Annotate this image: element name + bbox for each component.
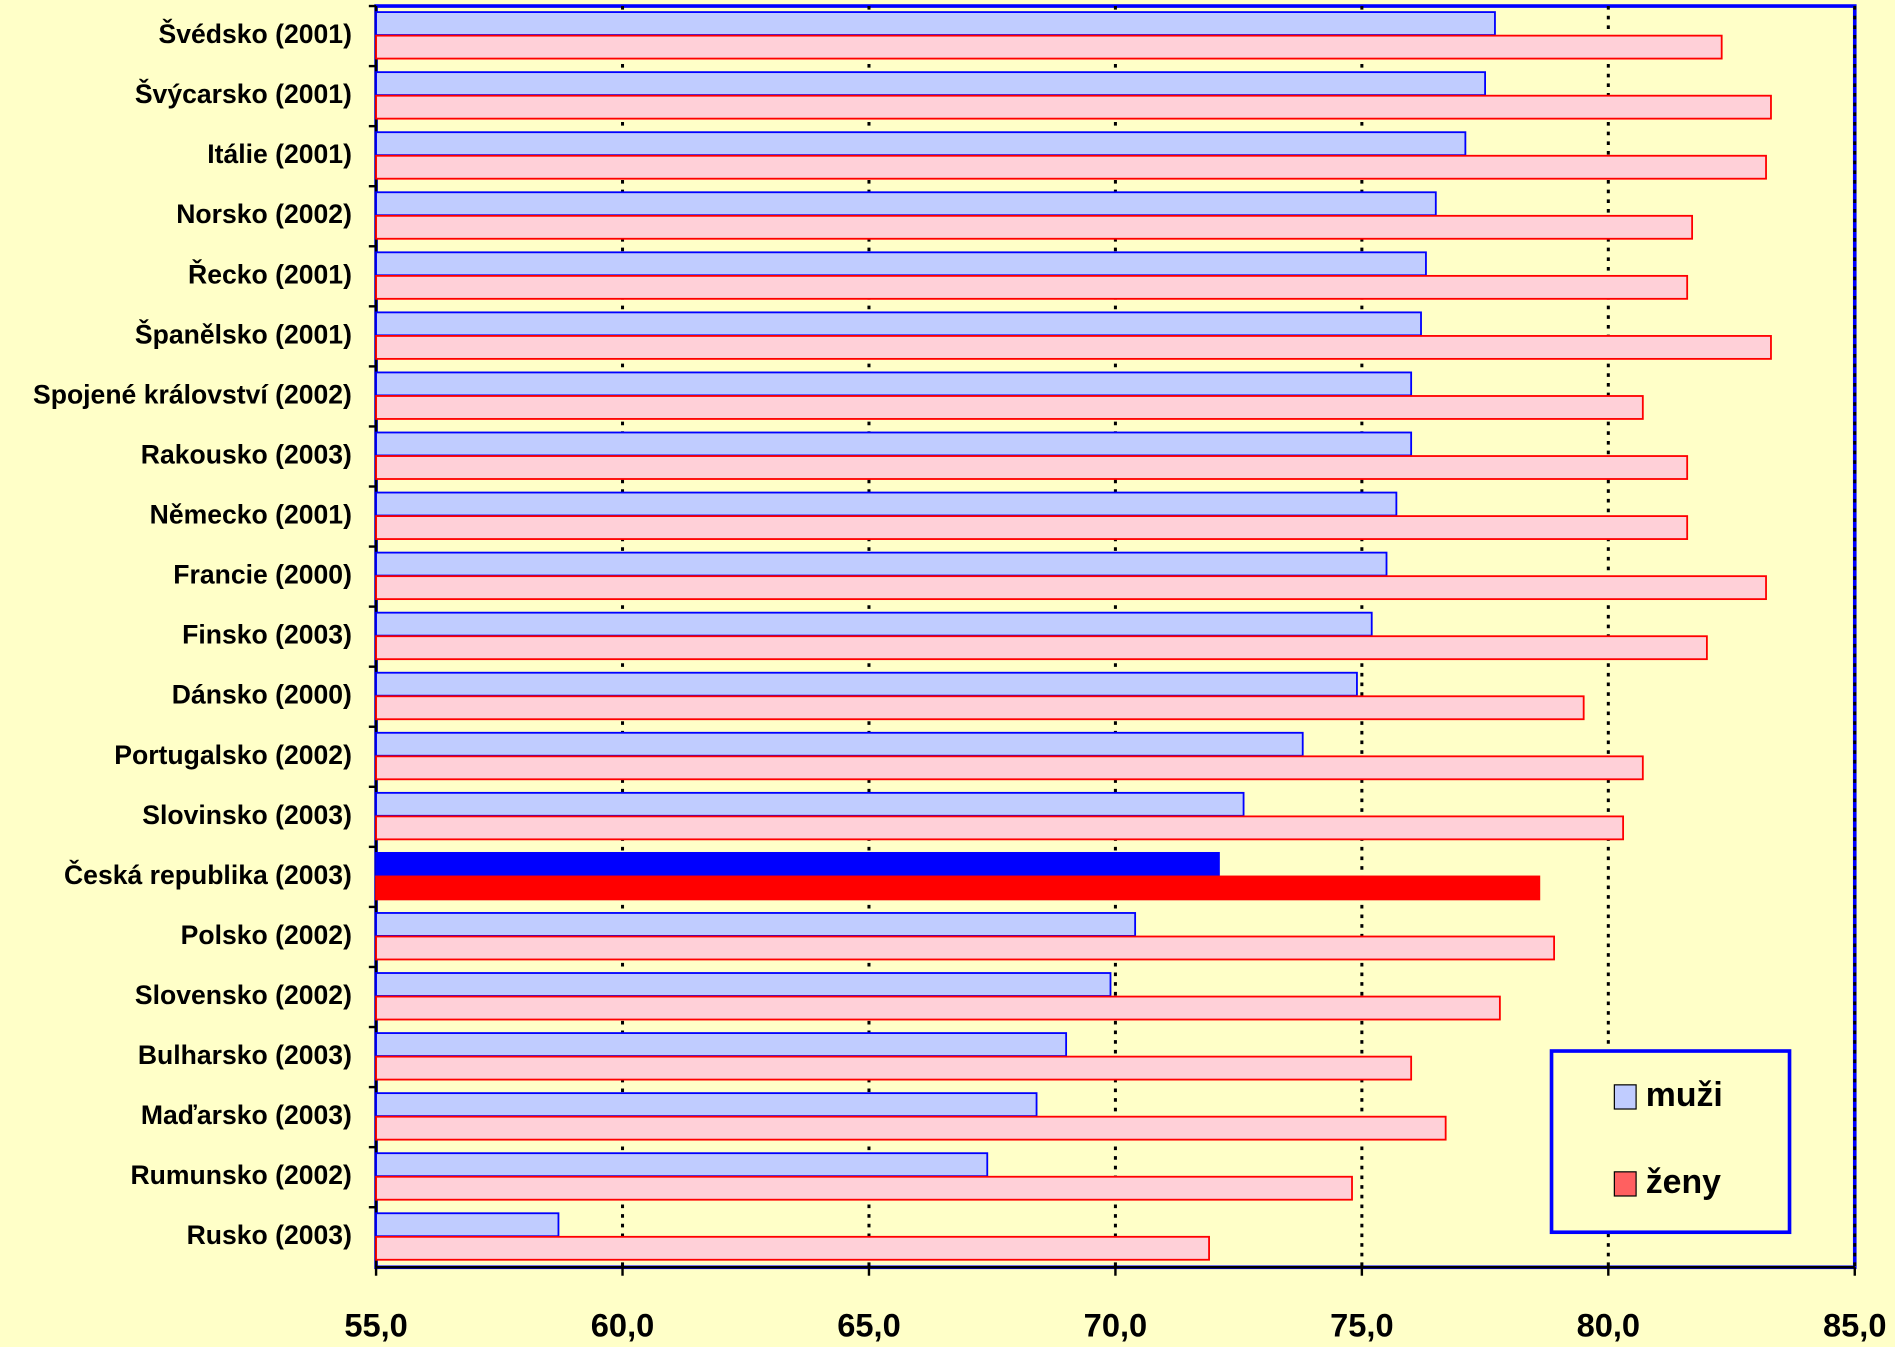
y-tick-label: Maďarsko (2003): [141, 1100, 352, 1130]
y-tick-label: Rusko (2003): [187, 1220, 352, 1250]
y-tick-label: Česká republika (2003): [64, 860, 352, 890]
bar: [375, 94, 1772, 120]
bar: [375, 335, 1772, 360]
x-tick-label: 70,0: [1084, 1306, 1147, 1343]
bar: [375, 1212, 560, 1238]
y-tick-label: Dánsko (2000): [172, 680, 352, 710]
y-tick-label: Německo (2001): [150, 500, 352, 530]
legend-swatch: [1613, 1171, 1637, 1197]
bar: [375, 972, 1112, 997]
bar: [375, 1032, 1068, 1057]
bar: [375, 491, 1398, 517]
bar: [375, 851, 1220, 877]
bar: [375, 731, 1304, 757]
y-tick-label: Rakousko (2003): [141, 439, 352, 469]
x-tick-label: 55,0: [344, 1306, 407, 1343]
y-tick-label: Švýcarsko (2001): [135, 79, 352, 109]
y-tick-label: Francie (2000): [173, 560, 352, 590]
legend-label: ženy: [1646, 1163, 1721, 1201]
y-tick-label: Řecko (2001): [188, 259, 352, 289]
bar: [375, 395, 1644, 420]
legend-box: [1549, 1049, 1792, 1235]
bar: [375, 131, 1467, 157]
bar: [375, 875, 1541, 901]
y-tick-label: Švédsko (2001): [158, 19, 351, 49]
y-tick-label: Rumunsko (2002): [130, 1160, 351, 1190]
y-tick-label: Norsko (2002): [176, 199, 352, 229]
bar: [375, 274, 1689, 300]
x-tick-label: 75,0: [1330, 1306, 1393, 1343]
bar: [375, 935, 1556, 961]
bar: [375, 1055, 1413, 1081]
bar: [375, 191, 1437, 217]
y-tick-label: Finsko (2003): [182, 620, 352, 650]
y-tick-label: Slovinsko (2003): [142, 800, 352, 830]
bar: [375, 575, 1767, 601]
bar: [375, 995, 1501, 1021]
bar: [375, 755, 1644, 781]
bar: [375, 371, 1413, 397]
y-tick-label: Portugalsko (2002): [114, 740, 352, 770]
bar: [375, 515, 1689, 540]
bar: [375, 1152, 989, 1178]
bar: [375, 154, 1767, 180]
bar: [375, 455, 1689, 480]
bar: [375, 635, 1708, 661]
y-tick-label: Španělsko (2001): [135, 319, 352, 349]
bar: [375, 251, 1427, 277]
y-tick-label: Itálie (2001): [207, 139, 352, 169]
x-tick-label: 60,0: [591, 1306, 654, 1343]
x-tick-label: 80,0: [1577, 1306, 1640, 1343]
bar: [375, 71, 1486, 96]
bar: [375, 1092, 1038, 1117]
bar: [375, 311, 1422, 337]
bar: [375, 11, 1496, 36]
bar: [375, 912, 1137, 937]
bar: [375, 815, 1625, 841]
bar: [375, 214, 1694, 240]
bar: [375, 791, 1245, 817]
legend-label: muži: [1646, 1076, 1723, 1114]
bar: [375, 695, 1585, 721]
bar: [375, 671, 1358, 697]
y-tick-label: Spojené království (2002): [33, 379, 352, 409]
x-tick-label: 85,0: [1823, 1306, 1886, 1343]
bar: [375, 611, 1373, 637]
bar: [375, 34, 1723, 60]
bar: [375, 1115, 1447, 1141]
bar: [375, 551, 1388, 577]
legend-swatch: [1613, 1084, 1637, 1110]
y-tick-label: Slovensko (2002): [135, 980, 352, 1010]
y-tick-label: Bulharsko (2003): [138, 1040, 352, 1070]
x-tick-label: 65,0: [837, 1306, 900, 1343]
bar: [375, 1175, 1353, 1201]
y-tick-label: Polsko (2002): [181, 920, 352, 950]
bar: [375, 1235, 1210, 1261]
bar: [375, 431, 1413, 457]
